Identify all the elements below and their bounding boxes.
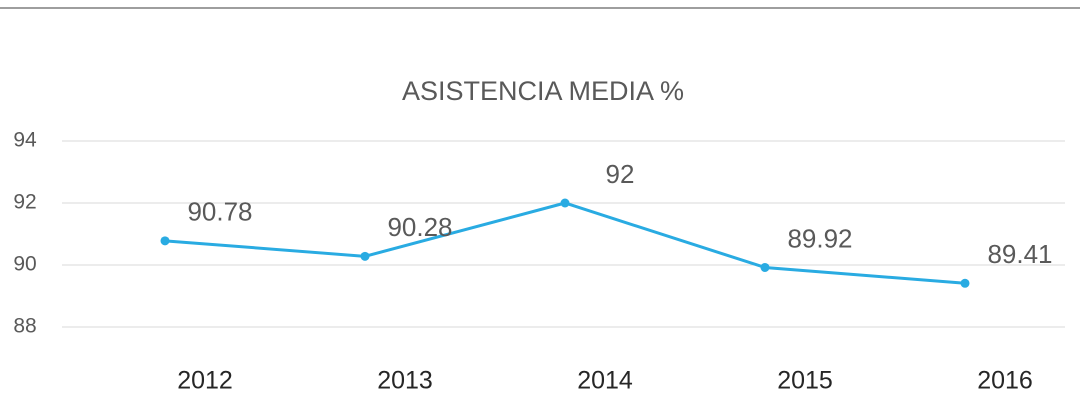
x-tick-label: 2012 bbox=[177, 367, 233, 395]
chart-title: ASISTENCIA MEDIA % bbox=[402, 76, 684, 106]
data-label: 89.41 bbox=[987, 239, 1052, 269]
x-tick-label: 2013 bbox=[377, 367, 433, 395]
point bbox=[760, 262, 770, 272]
point bbox=[960, 278, 970, 288]
x-tick-label: 2014 bbox=[577, 367, 633, 395]
y-tick-label: 90 bbox=[13, 253, 36, 276]
point bbox=[560, 198, 570, 208]
x-tick-label: 2015 bbox=[777, 367, 833, 395]
data-label: 90.28 bbox=[387, 212, 452, 242]
data-label: 92 bbox=[606, 159, 635, 189]
point bbox=[160, 236, 170, 246]
y-tick-label: 92 bbox=[13, 191, 36, 214]
data-label: 89.92 bbox=[787, 223, 852, 253]
y-tick-label: 94 bbox=[13, 129, 37, 152]
data-label: 90.78 bbox=[187, 197, 252, 227]
point bbox=[360, 251, 370, 261]
x-tick-label: 2016 bbox=[977, 367, 1033, 395]
y-tick-label: 88 bbox=[13, 315, 36, 338]
